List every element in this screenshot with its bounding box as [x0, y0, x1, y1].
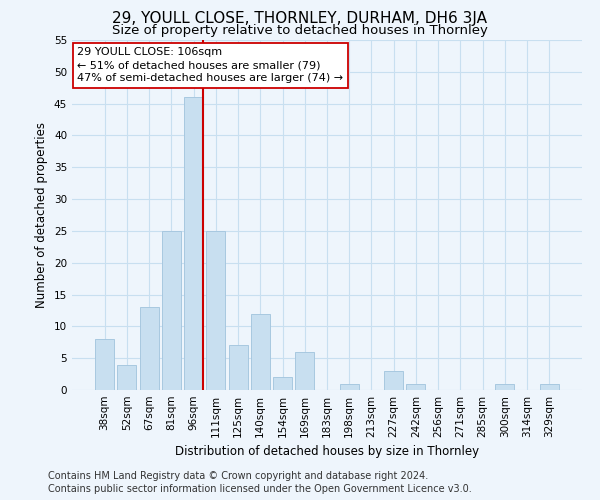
Bar [295, 352, 314, 390]
Bar [384, 371, 403, 390]
Y-axis label: Number of detached properties: Number of detached properties [35, 122, 49, 308]
X-axis label: Distribution of detached houses by size in Thornley: Distribution of detached houses by size … [175, 446, 479, 458]
Bar [496, 384, 514, 390]
Bar [95, 339, 114, 390]
Bar [184, 98, 203, 390]
Text: Contains HM Land Registry data © Crown copyright and database right 2024.
Contai: Contains HM Land Registry data © Crown c… [48, 471, 472, 494]
Bar [140, 308, 158, 390]
Bar [406, 384, 425, 390]
Bar [118, 364, 136, 390]
Bar [251, 314, 270, 390]
Bar [273, 378, 292, 390]
Text: 29, YOULL CLOSE, THORNLEY, DURHAM, DH6 3JA: 29, YOULL CLOSE, THORNLEY, DURHAM, DH6 3… [113, 11, 487, 26]
Bar [206, 231, 225, 390]
Bar [162, 231, 181, 390]
Text: Size of property relative to detached houses in Thornley: Size of property relative to detached ho… [112, 24, 488, 37]
Bar [229, 346, 248, 390]
Bar [540, 384, 559, 390]
Bar [340, 384, 359, 390]
Text: 29 YOULL CLOSE: 106sqm
← 51% of detached houses are smaller (79)
47% of semi-det: 29 YOULL CLOSE: 106sqm ← 51% of detached… [77, 47, 343, 84]
